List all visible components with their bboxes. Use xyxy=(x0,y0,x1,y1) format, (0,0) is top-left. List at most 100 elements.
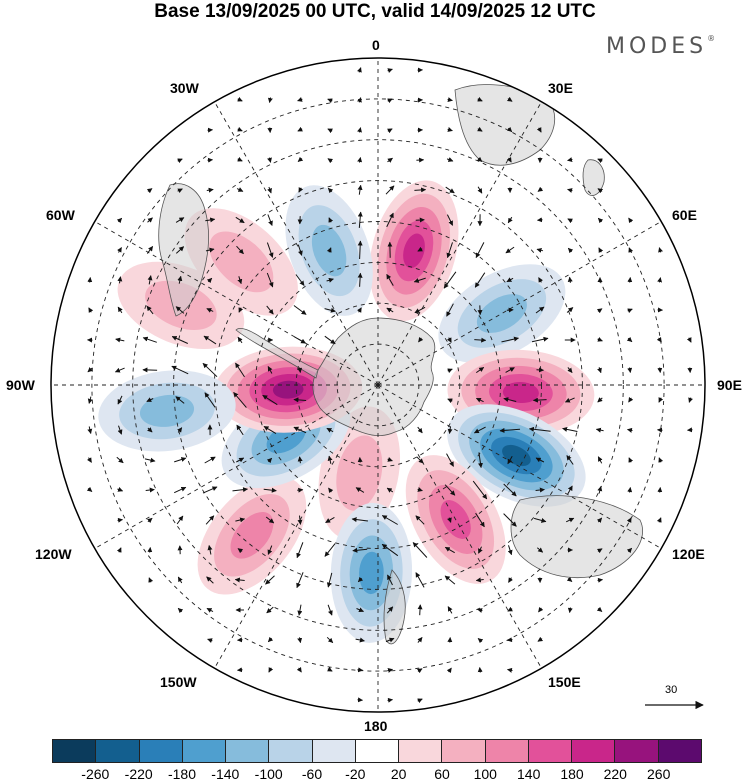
wind-vector-arrow xyxy=(327,187,334,194)
wind-vector-arrow xyxy=(628,457,634,463)
lon-label-120w: 120W xyxy=(35,546,72,562)
wind-vector-arrow xyxy=(202,486,218,494)
wind-vector-arrow xyxy=(477,667,483,673)
meridian-line xyxy=(377,384,662,549)
wind-vector-arrow xyxy=(175,396,185,404)
wind-vector-arrow xyxy=(117,425,123,435)
wind-vector-arrow xyxy=(506,156,512,163)
wind-vector-arrow xyxy=(597,367,602,374)
wind-vector-arrow xyxy=(628,247,634,253)
wind-vector-arrow xyxy=(232,487,248,493)
wind-vector-arrow xyxy=(596,308,603,314)
wind-vector-arrow xyxy=(142,336,157,343)
map-border xyxy=(50,57,706,713)
colorbar-tick-label: -140 xyxy=(211,766,240,782)
lon-label-0: 0 xyxy=(372,37,380,53)
wind-vector-arrow xyxy=(236,457,245,463)
lon-label-90e: 90E xyxy=(717,377,742,393)
wind-vector-arrow xyxy=(387,668,393,673)
wind-vector-arrow xyxy=(533,517,547,523)
wind-vector-arrow xyxy=(417,246,423,252)
wind-vector-arrow xyxy=(204,456,216,464)
wind-vector-arrow xyxy=(447,97,453,103)
wind-vector-arrow xyxy=(207,638,213,643)
colorbar-swatch xyxy=(312,740,356,762)
wind-vector-arrow xyxy=(177,275,183,284)
wind-vector-arrow xyxy=(237,667,243,673)
wind-vector-arrow xyxy=(656,336,662,343)
wind-vector-arrow xyxy=(297,126,303,132)
wind-vector-arrow xyxy=(176,515,184,525)
wind-vector-arrow xyxy=(657,277,663,283)
wind-vector-arrow xyxy=(386,212,394,228)
wind-vector-arrow xyxy=(328,217,334,223)
wind-vector-arrow xyxy=(475,242,485,259)
brand-name: MODES xyxy=(606,34,708,59)
wind-vector-arrow xyxy=(472,480,488,500)
wind-vector-arrow xyxy=(205,515,215,525)
wind-vector-arrow xyxy=(538,277,544,283)
wind-vector-arrow xyxy=(417,604,423,616)
anomaly-high-pacific-south xyxy=(197,476,307,595)
graticule xyxy=(51,58,705,712)
wind-vector-arrow xyxy=(114,367,125,373)
wind-vector-arrow xyxy=(327,666,333,672)
wind-vector-arrow xyxy=(146,397,154,402)
wind-vector-arrow xyxy=(628,396,634,403)
wind-vector-arrow xyxy=(263,487,277,493)
wind-vector-arrow xyxy=(327,158,334,164)
wind-vector-arrow xyxy=(87,277,93,283)
wind-vector-arrow xyxy=(627,277,633,283)
wind-vector-arrow xyxy=(234,577,245,583)
wind-vector-arrow xyxy=(357,127,362,133)
wind-vector-arrow xyxy=(596,548,603,554)
wind-vector-arrow xyxy=(177,188,183,194)
wind-vector-arrow xyxy=(415,515,425,525)
wind-vector-arrow xyxy=(266,242,274,258)
wind-vector-arrow xyxy=(297,487,304,493)
wind-vector-arrow xyxy=(476,156,483,162)
anomaly-high-argentina-contour xyxy=(209,231,274,293)
wind-vector-arrow xyxy=(474,272,486,288)
colorbar-swatch xyxy=(528,740,573,762)
wind-vector-arrow xyxy=(597,217,604,224)
wind-vector-arrow xyxy=(447,398,453,404)
wind-vector-arrow xyxy=(117,276,123,284)
wind-vector-arrow xyxy=(414,306,426,314)
wind-vector-arrow xyxy=(267,636,274,643)
wind-vector-arrow xyxy=(298,187,304,193)
wind-vector-arrow xyxy=(597,397,603,403)
wind-vector-arrow xyxy=(567,188,573,193)
anomaly-layer xyxy=(98,180,595,643)
wind-vector-arrow xyxy=(567,367,573,373)
wind-vector-arrow xyxy=(446,157,454,162)
lon-label-180: 180 xyxy=(364,718,388,734)
wind-vector-arrow xyxy=(535,306,545,314)
wind-vector-arrow xyxy=(87,396,93,404)
colorbar-swatch xyxy=(139,740,183,762)
madagascar xyxy=(582,159,605,196)
colorbar-swatch xyxy=(615,740,659,762)
wind-vector-arrow xyxy=(387,574,393,586)
wind-vector-arrow xyxy=(387,128,393,134)
anomaly-low-indian-west xyxy=(438,264,566,363)
wind-vector-arrow xyxy=(627,487,633,493)
colorbar-tick-label: 180 xyxy=(560,766,584,782)
wind-vector-arrow xyxy=(447,606,453,614)
wind-vector-arrow xyxy=(597,577,603,583)
wind-vector-arrow xyxy=(447,426,453,434)
wind-vector-arrow xyxy=(324,307,336,313)
colorbar-tick-label: 100 xyxy=(473,766,497,782)
wind-vector-arrow xyxy=(205,247,215,253)
wind-vector-arrow xyxy=(202,362,218,378)
wind-vector-arrow xyxy=(267,186,272,194)
wind-vector-arrow xyxy=(657,487,663,493)
wind-vector-arrow xyxy=(596,606,603,612)
wind-vector-arrow xyxy=(355,637,365,643)
wind-vector-arrow xyxy=(296,542,304,559)
colorbar-swatch xyxy=(355,740,400,762)
modes-logo: MODES® xyxy=(606,34,715,59)
colorbar-swatch xyxy=(572,740,616,762)
wind-vector-arrow xyxy=(146,245,154,254)
australia xyxy=(510,495,643,578)
